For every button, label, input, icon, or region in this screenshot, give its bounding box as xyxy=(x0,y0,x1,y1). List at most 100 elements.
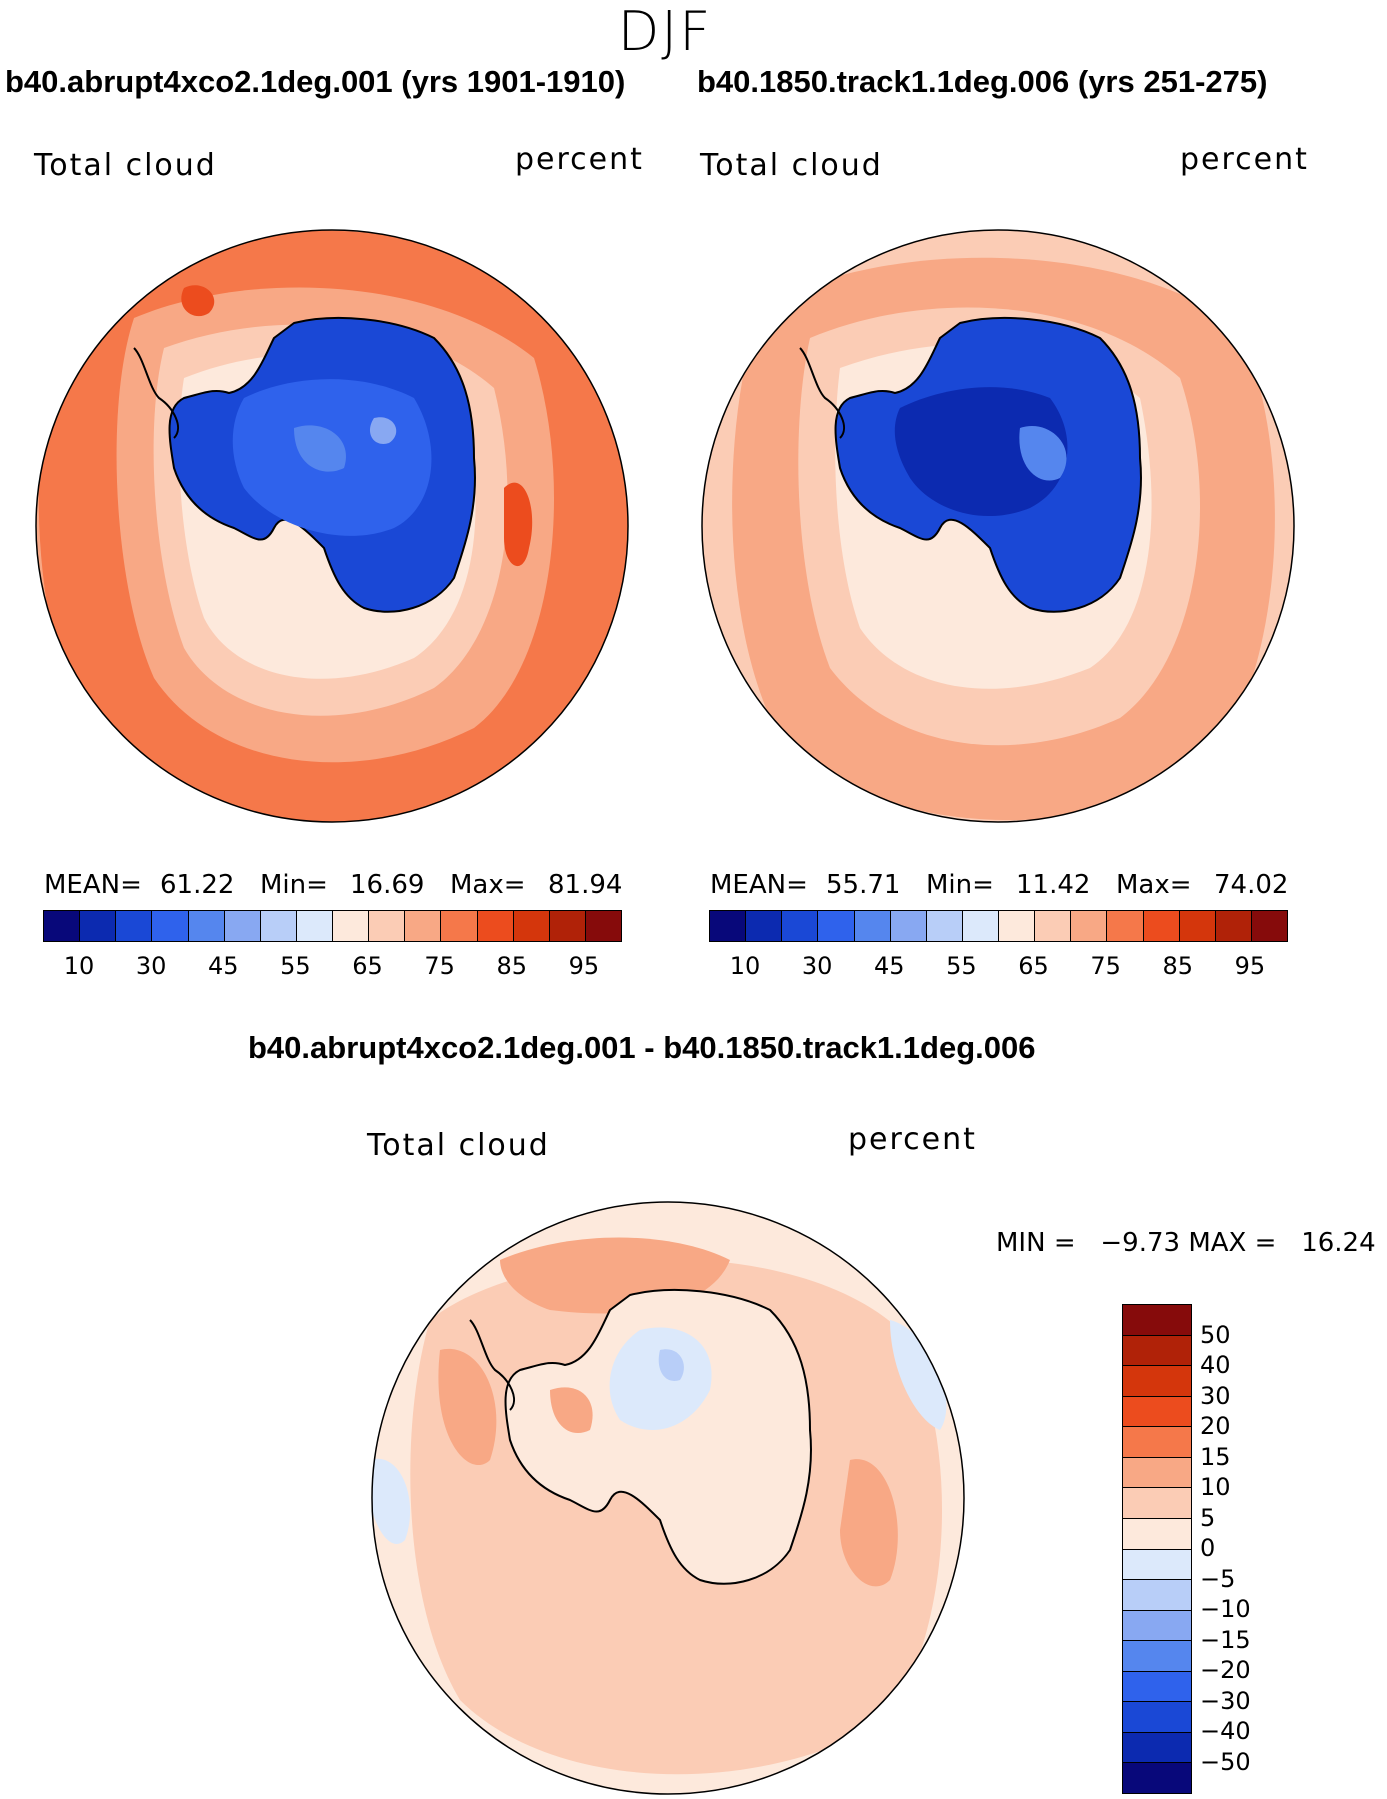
diff-units: percent xyxy=(848,1122,977,1157)
colorbar-tick-label: 30 xyxy=(1200,1381,1231,1410)
panel-a-max-label: Max= xyxy=(450,870,526,900)
colorbar-a-ticks: 10 30 45 55 65 75 85 95 xyxy=(43,952,620,982)
colorbar-swatch xyxy=(1123,1488,1191,1519)
colorbar-tick-label: 10 xyxy=(63,952,95,980)
colorbar-tick-label: −40 xyxy=(1200,1717,1251,1745)
map-panel-diff xyxy=(371,1201,965,1795)
colorbar-swatch xyxy=(80,911,117,941)
colorbar-swatch xyxy=(585,911,621,941)
colorbar-swatch xyxy=(710,911,747,941)
map-panel-a xyxy=(35,229,629,823)
panel-b-min-label: Min= xyxy=(926,870,994,900)
colorbar-tick-label: 0 xyxy=(1200,1534,1216,1562)
colorbar-tick-label: 45 xyxy=(874,952,905,980)
colorbar-tick-label: 65 xyxy=(1018,952,1049,980)
colorbar-swatch xyxy=(1123,1305,1191,1336)
panel-a-mean-value: 61.22 xyxy=(160,870,235,900)
colorbar-swatch xyxy=(333,911,370,941)
colorbar-tick-label: −5 xyxy=(1200,1564,1236,1593)
colorbar-swatch xyxy=(1251,911,1287,941)
colorbar-b xyxy=(709,910,1288,942)
antarctica-contour-diff xyxy=(504,1289,812,1585)
colorbar-swatch xyxy=(1123,1457,1191,1489)
colorbar-tick-label: −30 xyxy=(1200,1686,1251,1715)
colorbar-swatch xyxy=(1123,1641,1191,1672)
colorbar-swatch xyxy=(188,911,225,941)
colorbar-swatch xyxy=(1123,1580,1191,1611)
colorbar-tick-label: 10 xyxy=(1200,1473,1231,1501)
colorbar-tick-label: 65 xyxy=(352,952,383,980)
colorbar-tick-label: −50 xyxy=(1200,1747,1251,1776)
colorbar-tick-label: 55 xyxy=(946,952,977,980)
colorbar-tick-label: 5 xyxy=(1200,1503,1216,1532)
colorbar-tick-label: 45 xyxy=(208,952,239,980)
colorbar-swatch xyxy=(152,911,189,941)
panel-a-min-value: 16.69 xyxy=(350,870,425,900)
colorbar-tick-label: 95 xyxy=(568,952,600,980)
panel-b-max-value: 74.02 xyxy=(1214,870,1289,900)
colorbar-swatch xyxy=(890,911,927,941)
colorbar-swatch xyxy=(549,911,586,941)
panel-b-variable: Total cloud xyxy=(700,148,883,183)
colorbar-swatch xyxy=(818,911,855,941)
colorbar-swatch xyxy=(1123,1396,1191,1428)
season-title: DJF xyxy=(617,0,713,63)
colorbar-a xyxy=(43,910,622,942)
colorbar-swatch xyxy=(477,911,514,941)
colorbar-tick-label: 30 xyxy=(801,952,833,980)
colorbar-tick-label: 10 xyxy=(729,952,761,980)
colorbar-swatch xyxy=(962,911,999,941)
colorbar-swatch xyxy=(1123,1702,1191,1733)
colorbar-swatch xyxy=(1123,1427,1191,1458)
colorbar-tick-label: −10 xyxy=(1200,1595,1251,1623)
panel-b-max-label: Max= xyxy=(1116,870,1192,900)
colorbar-diff-ticks: 50 40 30 20 15 10 5 0 −5 −10 −15 −20 −30 −40 −50 xyxy=(1200,1304,1320,1792)
colorbar-swatch xyxy=(999,911,1036,941)
colorbar-tick-label: 85 xyxy=(1162,952,1194,980)
colorbar-swatch xyxy=(1123,1518,1191,1550)
colorbar-swatch xyxy=(1035,911,1072,941)
colorbar-tick-label: −15 xyxy=(1200,1625,1251,1654)
colorbar-tick-label: −20 xyxy=(1200,1656,1251,1684)
colorbar-tick-label: 85 xyxy=(496,952,528,980)
colorbar-tick-label: 95 xyxy=(1234,952,1266,980)
colorbar-swatch xyxy=(926,911,963,941)
colorbar-b-ticks: 10 30 45 55 65 75 85 95 xyxy=(709,952,1286,982)
colorbar-swatch xyxy=(441,911,478,941)
colorbar-swatch xyxy=(1179,911,1216,941)
colorbar-swatch xyxy=(116,911,153,941)
panel-a-heading: b40.abrupt4xco2.1deg.001 (yrs 1901-1910) xyxy=(5,64,626,99)
colorbar-swatch xyxy=(369,911,406,941)
colorbar-swatch xyxy=(1107,911,1144,941)
panel-b-heading: b40.1850.track1.1deg.006 (yrs 251-275) xyxy=(697,64,1268,99)
panel-b-mean-value: 55.71 xyxy=(826,870,901,900)
colorbar-swatch xyxy=(782,911,819,941)
colorbar-tick-label: 30 xyxy=(135,952,167,980)
colorbar-tick-label: 75 xyxy=(424,952,455,980)
colorbar-swatch xyxy=(1123,1732,1191,1764)
colorbar-swatch xyxy=(854,911,891,941)
colorbar-tick-label: 50 xyxy=(1200,1320,1231,1349)
colorbar-tick-label: 75 xyxy=(1090,952,1121,980)
panel-a-mean-label: MEAN= xyxy=(44,870,142,900)
panel-a-variable: Total cloud xyxy=(34,148,217,183)
panel-a-max-value: 81.94 xyxy=(548,870,623,900)
diff-variable: Total cloud xyxy=(367,1128,550,1163)
colorbar-swatch xyxy=(1123,1763,1191,1793)
colorbar-swatch xyxy=(224,911,261,941)
colorbar-swatch xyxy=(1071,911,1108,941)
colorbar-swatch xyxy=(260,911,297,941)
colorbar-swatch xyxy=(296,911,333,941)
colorbar-swatch xyxy=(44,911,81,941)
panel-b-mean-label: MEAN= xyxy=(710,870,808,900)
colorbar-tick-label: 20 xyxy=(1200,1412,1231,1440)
colorbar-swatch xyxy=(1123,1610,1191,1642)
panel-b-min-value: 11.42 xyxy=(1016,870,1091,900)
colorbar-tick-label: 40 xyxy=(1200,1351,1231,1379)
colorbar-swatch xyxy=(1123,1671,1191,1703)
colorbar-tick-label: 15 xyxy=(1200,1442,1231,1471)
colorbar-swatch xyxy=(1123,1366,1191,1397)
colorbar-swatch xyxy=(746,911,783,941)
colorbar-swatch xyxy=(1215,911,1252,941)
map-panel-b xyxy=(701,229,1295,823)
